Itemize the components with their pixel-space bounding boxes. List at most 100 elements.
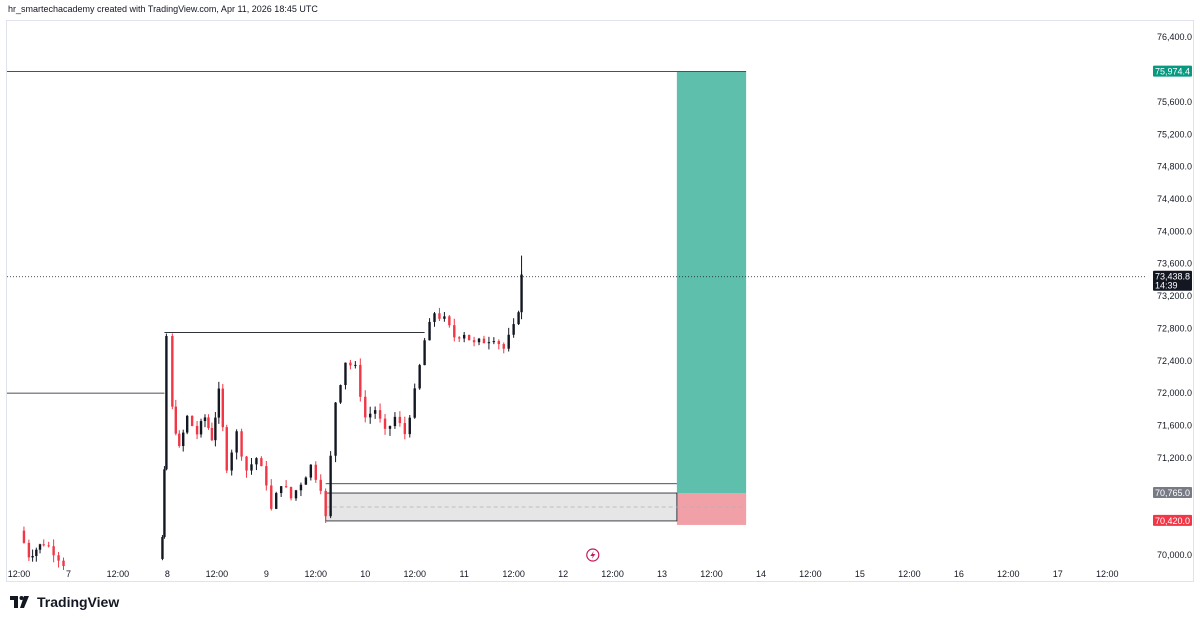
candle-body [171, 336, 174, 407]
price-chart[interactable]: 76,400.0 75,600.0 75,200.0 74,800.0 74,400.0… [7, 21, 1195, 583]
candle-body [398, 416, 402, 424]
candle-body [235, 431, 238, 453]
y-tick-label: 72,800.0 [1157, 323, 1192, 333]
candle-body [62, 560, 65, 567]
lightning-glyph [590, 551, 596, 559]
last-price-label-countdown: 14:39 [1155, 281, 1178, 291]
candle-body [428, 321, 431, 341]
last-price-label-bg [1153, 270, 1192, 291]
candle-body [22, 530, 26, 543]
y-tick-label: 74,800.0 [1157, 162, 1192, 172]
x-tick-label: 12:00 [403, 569, 426, 579]
y-tick-label: 75,600.0 [1157, 97, 1192, 107]
candle-body [207, 417, 210, 428]
y-tick-label: 76,400.0 [1157, 32, 1192, 42]
drawings-layer [7, 71, 1147, 525]
candle-body [174, 406, 178, 434]
candle-body [178, 433, 181, 447]
candle-body [373, 410, 377, 414]
candle-body [408, 417, 411, 435]
x-tick-label: 15 [855, 569, 865, 579]
tradingview-logo[interactable]: TradingView [10, 594, 119, 610]
y-tick-label: 71,600.0 [1157, 420, 1192, 430]
candle-body [512, 324, 515, 335]
candle-body [448, 316, 451, 326]
candle-body [472, 340, 476, 343]
lightning-icon [586, 548, 600, 562]
candle-body [240, 431, 243, 457]
candle-body [383, 418, 387, 429]
candle-body [52, 546, 55, 556]
candle-body [349, 362, 352, 366]
target-zone [676, 71, 747, 494]
candle-body [388, 426, 392, 429]
x-tick-label: 12:00 [799, 569, 822, 579]
candle-body [517, 312, 520, 325]
tradingview-logo-icon [10, 596, 29, 608]
candle-body [433, 313, 436, 322]
candle-body [497, 341, 501, 345]
price-labels: 75,974.4 73,438.814:39 70,765.0 70,420.0 [1153, 65, 1192, 526]
candle-body [57, 555, 60, 561]
candle-body [199, 421, 203, 435]
candle-body [190, 415, 194, 426]
candle-body [230, 452, 233, 471]
candle-body [255, 458, 258, 465]
x-tick-label: 11 [460, 569, 469, 579]
candle-body [304, 477, 308, 485]
y-tick-label: 73,200.0 [1157, 291, 1192, 301]
chart-frame: 76,400.0 75,600.0 75,200.0 74,800.0 74,400.0… [6, 20, 1194, 582]
candle-body [462, 334, 466, 339]
candle-body [482, 338, 486, 344]
candle-body [185, 415, 189, 433]
candle-body [319, 479, 322, 491]
candle-body [42, 544, 45, 546]
candle-body [289, 486, 293, 499]
x-tick-label: 12:00 [8, 569, 31, 579]
stop-zone [676, 493, 747, 525]
candle-body [438, 313, 441, 319]
candle-body [413, 388, 416, 418]
candle-body [38, 544, 42, 550]
candle-body [364, 396, 367, 418]
time-axis: 12:00 7 12:00 8 12:00 9 12:00 10 12:00 11 12:00 12 1… [8, 569, 1119, 579]
x-tick-label: 12:00 [700, 569, 723, 579]
target-price-label-bg [1153, 65, 1192, 77]
candle-body [423, 340, 426, 366]
chart-caption: hr_smartechacademy created with TradingV… [8, 4, 318, 14]
candle-body [487, 342, 491, 344]
candle-body [359, 364, 362, 397]
x-tick-label: 12:00 [898, 569, 921, 579]
target-price-label: 75,974.4 [1155, 67, 1190, 77]
candle-body [418, 365, 421, 389]
candle-body [182, 432, 185, 447]
candle-body [309, 464, 313, 478]
stop-price-label: 70,420.0 [1155, 516, 1190, 526]
brand-name: TradingView [37, 594, 120, 610]
candle-body [35, 549, 38, 556]
candle-body [467, 334, 471, 341]
candle-body [203, 417, 207, 422]
y-tick-label: 72,000.0 [1157, 388, 1192, 398]
candle-body [245, 456, 248, 471]
x-tick-label: 12:00 [305, 569, 328, 579]
candle-body [339, 385, 342, 403]
entry-price-label-bg [1153, 487, 1192, 499]
y-tick-label: 73,600.0 [1157, 259, 1192, 269]
y-tick-label: 74,000.0 [1157, 226, 1192, 236]
candle-body [210, 427, 214, 441]
candle-body [275, 493, 278, 509]
candle-body [378, 410, 382, 419]
candle-body [225, 427, 228, 471]
candle-body [27, 542, 31, 558]
stop-price-label-bg [1153, 514, 1192, 526]
candle-body [314, 464, 317, 480]
x-tick-label: 12:00 [206, 569, 229, 579]
y-tick-label: 75,200.0 [1157, 129, 1192, 139]
x-tick-label: 14 [756, 569, 766, 579]
y-tick-label: 72,400.0 [1157, 356, 1192, 366]
candle-body [453, 325, 456, 338]
candle-body [265, 466, 268, 486]
candle-body [492, 341, 496, 343]
x-tick-label: 12:00 [107, 569, 130, 579]
